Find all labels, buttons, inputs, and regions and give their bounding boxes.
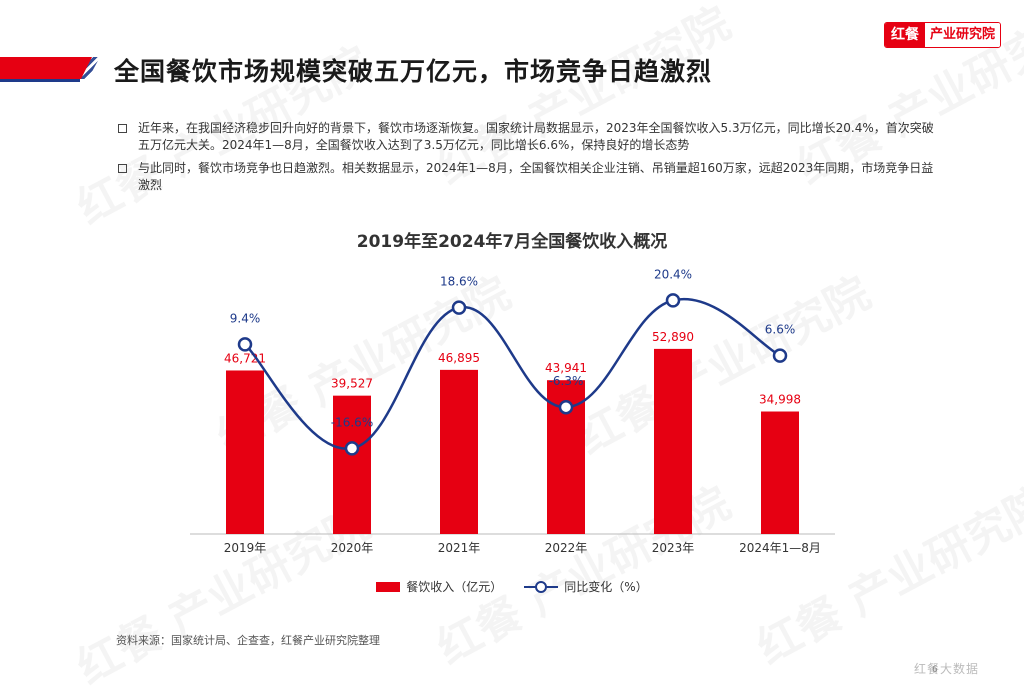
- header-stripe-line: [0, 79, 80, 82]
- header-stripe-red: [0, 57, 92, 79]
- growth-point: [558, 399, 574, 415]
- growth-value-label: -6.3%: [549, 374, 584, 388]
- logo-text: 产业研究院: [925, 23, 1001, 47]
- growth-value-label: 20.4%: [654, 267, 692, 281]
- bullet-item: 近年来，在我国经济稳步回升向好的背景下，餐饮市场逐渐恢复。国家统计局数据显示，2…: [116, 120, 936, 154]
- growth-point: [451, 300, 467, 315]
- growth-point: [344, 441, 360, 456]
- x-tick-label: 2023年: [652, 541, 695, 555]
- growth-value-label: 9.4%: [230, 311, 261, 325]
- growth-value-label: -16.6%: [331, 415, 373, 429]
- legend-item-revenue[interactable]: 餐饮收入（亿元）: [376, 578, 502, 595]
- legend-bar-swatch: [376, 581, 401, 592]
- legend-label: 餐饮收入（亿元）: [406, 580, 503, 594]
- growth-point: [772, 348, 788, 363]
- legend-item-growth[interactable]: 同比变化（%）: [524, 578, 648, 595]
- bar: [654, 348, 692, 534]
- page-title: 全国餐饮市场规模突破五万亿元，市场竞争日趋激烈: [114, 57, 713, 86]
- bar-value-label: 43,941: [545, 361, 587, 375]
- bullet-item: 与此同时，餐饮市场竞争也日趋激烈。相关数据显示，2024年1—8月，全国餐饮相关…: [116, 160, 936, 194]
- growth-point: [237, 337, 253, 352]
- square-bullet-icon: [118, 164, 127, 173]
- bar: [440, 369, 478, 534]
- bar: [226, 370, 264, 534]
- bar-value-label: 46,895: [438, 351, 480, 365]
- brand-logo: 红餐 产业研究院: [884, 22, 1002, 48]
- bar: [761, 411, 799, 534]
- logo-mark: 红餐: [885, 23, 925, 47]
- bar-value-label: 39,527: [331, 377, 373, 391]
- page-number: 6: [932, 665, 938, 675]
- x-tick-label: 2019年: [224, 541, 267, 555]
- bullet-list: 近年来，在我国经济稳步回升向好的背景下，餐饮市场逐渐恢复。国家统计局数据显示，2…: [116, 120, 936, 200]
- growth-point: [665, 293, 681, 308]
- growth-series-line: [244, 297, 781, 450]
- bullet-text: 近年来，在我国经济稳步回升向好的背景下，餐饮市场逐渐恢复。国家统计局数据显示，2…: [138, 121, 934, 152]
- x-tick-label: 2021年: [438, 541, 481, 555]
- growth-value-label: 18.6%: [440, 275, 478, 289]
- source-note: 资料来源：国家统计局、企查查，红餐产业研究院整理: [116, 634, 380, 647]
- bullet-text: 与此同时，餐饮市场竞争也日趋激烈。相关数据显示，2024年1—8月，全国餐饮相关…: [138, 161, 934, 192]
- legend-line-swatch: [524, 580, 559, 593]
- x-tick-label: 2024年1—8月: [739, 541, 821, 555]
- bar-value-label: 34,998: [759, 393, 801, 407]
- square-bullet-icon: [118, 124, 127, 133]
- x-tick-label: 2020年: [331, 541, 374, 555]
- revenue-chart: 46,721 2019年 39,527 2020年 46,895 2021年 43,941 2…: [190, 267, 835, 555]
- bar-value-label: 52,890: [652, 330, 694, 344]
- growth-value-label: 6.6%: [765, 323, 796, 337]
- legend-label: 同比变化（%）: [564, 580, 648, 594]
- chart-title: 2019年至2024年7月全国餐饮收入概况: [356, 232, 668, 252]
- bar-value-label: 46,721: [224, 351, 266, 365]
- x-tick-label: 2022年: [545, 541, 588, 555]
- bar: [333, 395, 371, 534]
- footer-watermark: 红餐大数据: [914, 662, 980, 676]
- chart-legend: 餐饮收入（亿元） 同比变化（%）: [0, 578, 1024, 595]
